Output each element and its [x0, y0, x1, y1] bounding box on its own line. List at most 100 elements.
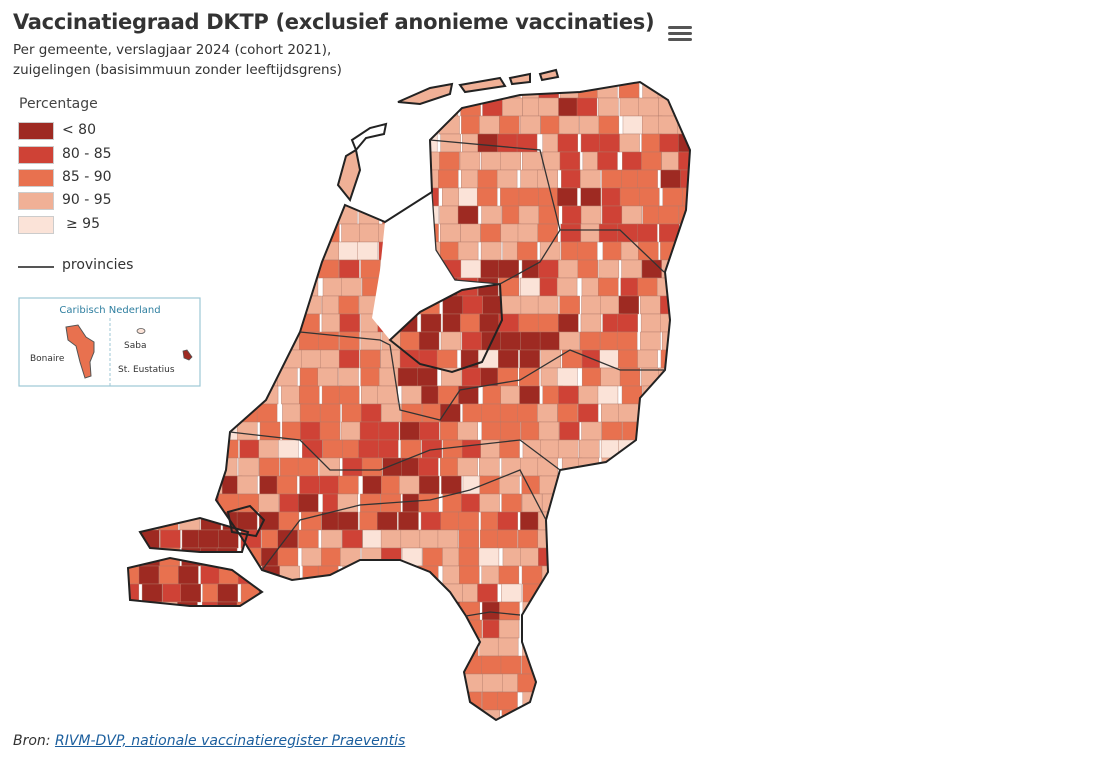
municipality [677, 313, 690, 333]
municipality [580, 223, 602, 243]
legend-label: 90 - 95 [62, 192, 112, 208]
municipality [521, 565, 543, 585]
municipality [678, 511, 690, 531]
legend-title: Percentage [19, 96, 98, 112]
municipality [380, 82, 401, 99]
municipality [380, 529, 402, 549]
municipality [520, 115, 541, 135]
island-saba [136, 328, 146, 334]
municipality [278, 511, 300, 531]
municipality [501, 295, 522, 315]
municipality [638, 97, 659, 117]
municipality [220, 331, 241, 351]
municipality [680, 439, 690, 459]
municipality [520, 547, 541, 567]
hamburger-menu-icon[interactable] [668, 24, 692, 44]
municipality [619, 367, 641, 387]
municipality [397, 637, 418, 657]
municipality [440, 457, 461, 477]
municipality [220, 115, 242, 135]
municipality [258, 439, 279, 459]
municipality [497, 133, 518, 153]
municipality [200, 82, 221, 99]
municipality [239, 169, 260, 189]
chart-title: Vaccinatiegraad DKTP (exclusief anonieme… [13, 10, 655, 34]
municipality [360, 82, 382, 99]
municipality [657, 709, 678, 720]
municipality [601, 421, 623, 441]
province-border [299, 331, 665, 421]
municipality [238, 709, 260, 720]
legend-label: 80 - 85 [62, 146, 112, 162]
municipality [128, 475, 143, 495]
municipality [359, 565, 381, 585]
municipality [619, 187, 641, 207]
municipality [579, 493, 600, 513]
municipality [342, 529, 363, 549]
municipality [298, 97, 320, 117]
municipality [437, 691, 458, 711]
municipality [128, 151, 144, 171]
municipality [681, 331, 690, 351]
municipality [361, 601, 382, 621]
municipality [177, 655, 198, 675]
municipality [301, 511, 322, 531]
municipality [500, 187, 521, 207]
municipality [128, 457, 138, 477]
municipality [401, 619, 422, 639]
municipality [128, 187, 139, 207]
ijsselmeer-water [372, 192, 500, 340]
municipality [440, 223, 461, 243]
municipality [642, 493, 663, 513]
municipality [558, 259, 579, 279]
municipality [178, 241, 199, 261]
municipality [601, 511, 622, 531]
municipality [359, 511, 380, 531]
municipality [641, 133, 662, 153]
municipality [440, 403, 461, 423]
source-link[interactable]: RIVM-DVP, nationale vaccinatieregister P… [54, 733, 406, 749]
municipality [322, 187, 343, 207]
municipality [278, 97, 299, 117]
province-borders [126, 80, 692, 722]
municipality [258, 205, 280, 225]
municipality [499, 115, 520, 135]
municipality [439, 205, 460, 225]
municipality [177, 187, 198, 207]
municipality [128, 277, 138, 297]
municipality [581, 709, 602, 720]
municipality [419, 421, 440, 441]
municipality [182, 115, 203, 135]
municipality [181, 619, 202, 639]
municipality [257, 619, 278, 639]
municipality [622, 151, 643, 171]
municipality [361, 583, 382, 603]
municipality [281, 349, 303, 369]
municipality [600, 439, 622, 459]
municipality [301, 115, 322, 135]
municipality [676, 241, 690, 261]
municipality [242, 331, 263, 351]
municipality [682, 709, 690, 720]
municipality [321, 82, 343, 99]
municipality [581, 421, 602, 441]
municipality [461, 619, 482, 639]
municipality [401, 709, 423, 720]
municipality [576, 97, 598, 117]
municipality [297, 691, 318, 711]
municipality [360, 691, 381, 711]
municipality [199, 187, 220, 207]
municipality [557, 655, 579, 675]
municipality [481, 151, 502, 171]
municipality [338, 295, 359, 315]
municipality [301, 133, 322, 153]
municipality [177, 709, 198, 720]
municipality [500, 151, 521, 171]
municipality [558, 97, 579, 117]
municipality [499, 439, 520, 459]
municipality [420, 313, 442, 333]
municipality [461, 331, 483, 351]
municipality [379, 97, 400, 117]
municipality [159, 82, 181, 99]
municipality [320, 601, 341, 621]
